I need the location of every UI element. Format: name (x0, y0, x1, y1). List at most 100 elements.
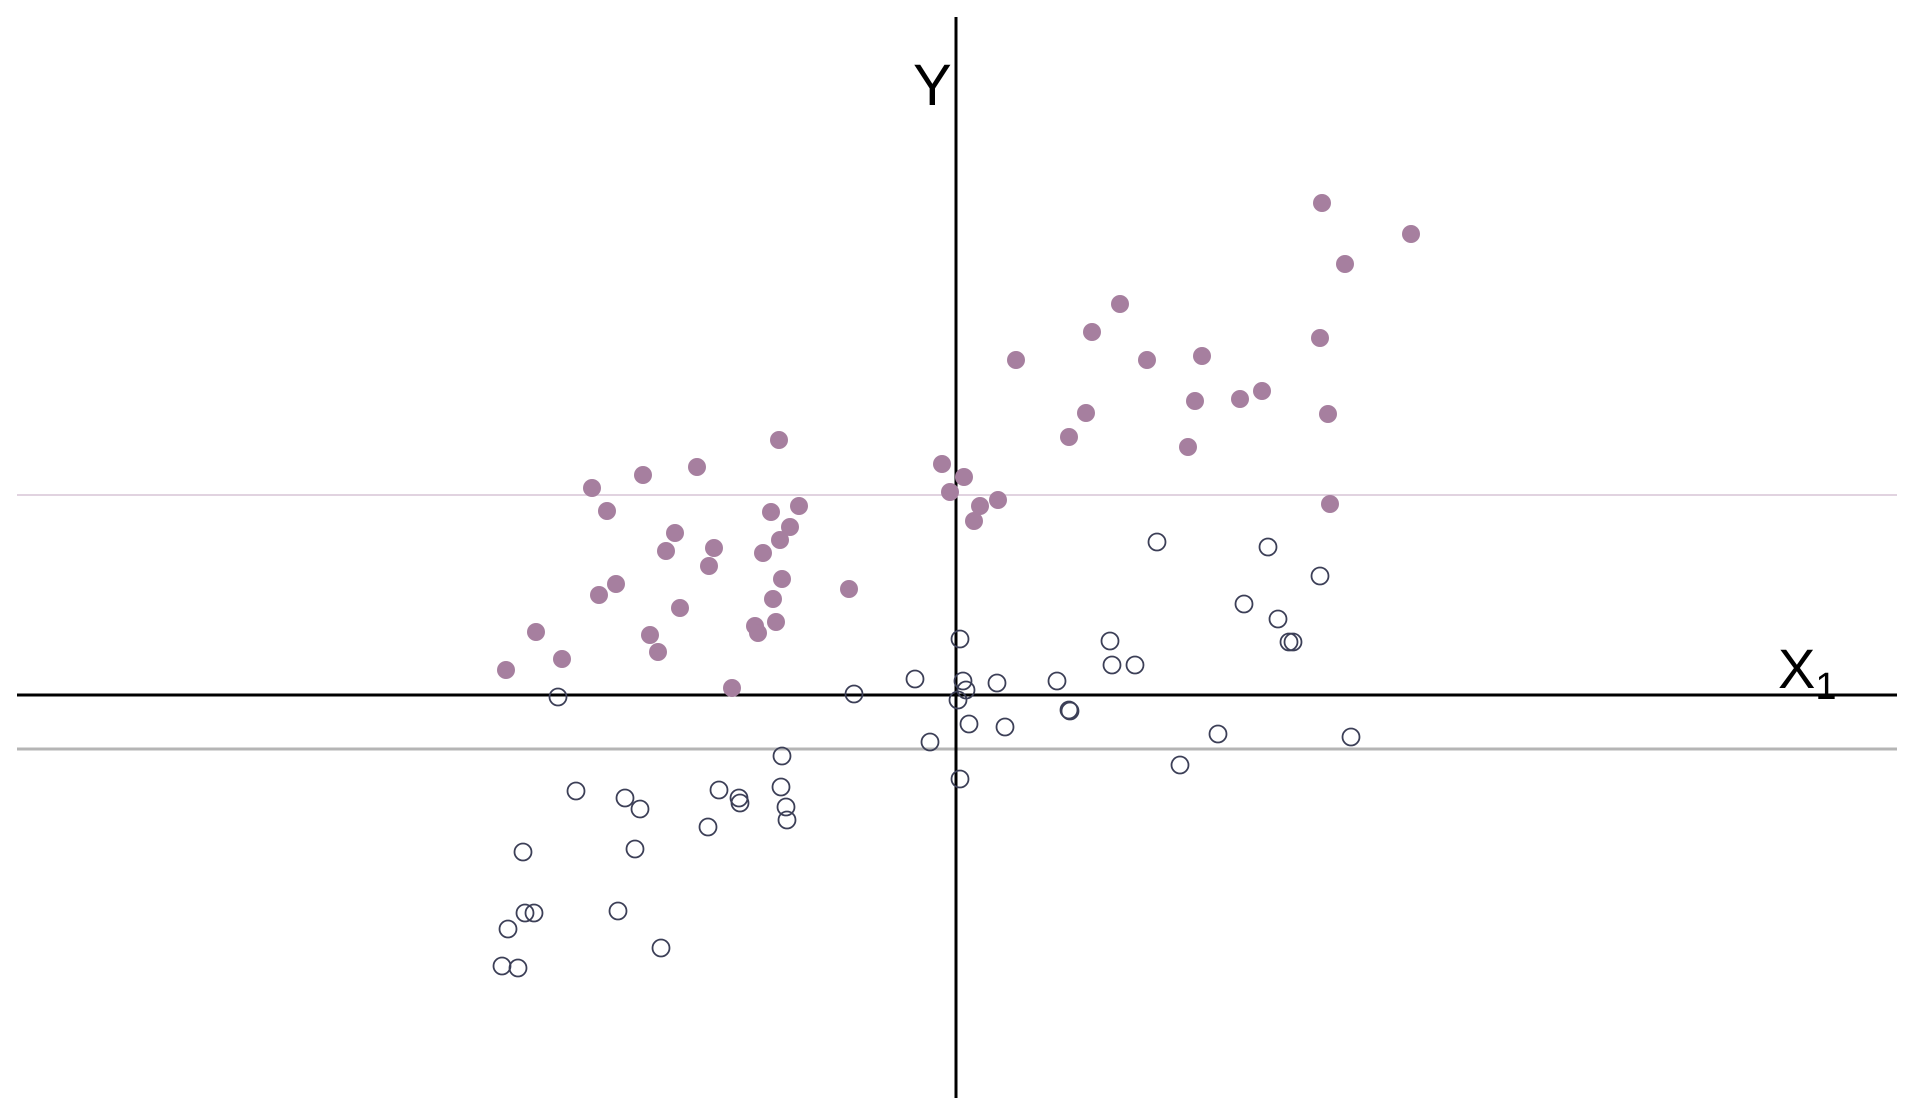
hollow-point (492, 956, 512, 976)
filled-point (971, 497, 989, 515)
hollow-point (1059, 700, 1079, 720)
filled-point (754, 544, 772, 562)
hollow-point (950, 769, 970, 789)
hollow-point (625, 839, 645, 859)
hollow-point (771, 777, 791, 797)
filled-point (781, 518, 799, 536)
filled-point (1077, 404, 1095, 422)
filled-point (497, 661, 515, 679)
hollow-point (630, 799, 650, 819)
x-axis-label: X1 (1778, 637, 1837, 708)
filled-point (688, 458, 706, 476)
x-axis-label-subscript: 1 (1815, 666, 1836, 708)
filled-point (762, 503, 780, 521)
y-axis-label: Y (913, 53, 952, 118)
hollow-point (1341, 727, 1361, 747)
filled-point (657, 542, 675, 560)
hollow-point (844, 684, 864, 704)
hollow-point (548, 687, 568, 707)
hollow-point (987, 673, 1007, 693)
filled-point (583, 479, 601, 497)
hollow-point (959, 714, 979, 734)
filled-point (527, 623, 545, 641)
filled-point (649, 643, 667, 661)
filled-point (1402, 225, 1420, 243)
filled-point (771, 531, 789, 549)
filled-point (840, 580, 858, 598)
filled-point (1336, 255, 1354, 273)
filled-point (671, 599, 689, 617)
hollow-point (498, 919, 518, 939)
filled-point (767, 613, 785, 631)
hollow-point (1100, 631, 1120, 651)
hollow-point (905, 669, 925, 689)
x-axis-label-main: X (1778, 637, 1815, 700)
filled-point (1311, 329, 1329, 347)
filled-point (764, 590, 782, 608)
hollow-point (730, 793, 750, 813)
filled-point (965, 512, 983, 530)
hollow-point (1125, 655, 1145, 675)
hollow-point (1060, 701, 1080, 721)
hollow-point (1102, 655, 1122, 675)
hollow-point (608, 901, 628, 921)
hollow-point (698, 817, 718, 837)
hollow-point (524, 903, 544, 923)
filled-point (590, 586, 608, 604)
filled-point (1179, 438, 1197, 456)
filled-point (723, 679, 741, 697)
filled-point (1193, 347, 1211, 365)
hollow-point (515, 903, 535, 923)
filled-point (749, 624, 767, 642)
filled-point (773, 570, 791, 588)
filled-point (790, 497, 808, 515)
filled-point (989, 491, 1007, 509)
filled-point (941, 483, 959, 501)
filled-point (1060, 428, 1078, 446)
filled-point (553, 650, 571, 668)
hollow-point (1258, 537, 1278, 557)
filled-point (933, 455, 951, 473)
hollow-point (950, 629, 970, 649)
filled-point (1007, 351, 1025, 369)
filled-point (607, 575, 625, 593)
filled-point (955, 468, 973, 486)
hollow-point (777, 810, 797, 830)
filled-point (1313, 194, 1331, 212)
filled-point (1083, 323, 1101, 341)
hollow-point (709, 780, 729, 800)
hollow-point (995, 717, 1015, 737)
filled-point (1231, 390, 1249, 408)
hollow-point (508, 958, 528, 978)
hollow-point (1310, 566, 1330, 586)
filled-point (1186, 392, 1204, 410)
hollow-point (776, 797, 796, 817)
hollow-point (956, 680, 976, 700)
hollow-point (1047, 671, 1067, 691)
hollow-point (651, 938, 671, 958)
hollow-point (1279, 632, 1299, 652)
filled-point (666, 524, 684, 542)
hollow-point (1268, 609, 1288, 629)
filled-point (641, 626, 659, 644)
data-points (492, 194, 1420, 978)
hollow-point (566, 781, 586, 801)
filled-point (1321, 495, 1339, 513)
hollow-point (772, 746, 792, 766)
hollow-point (920, 732, 940, 752)
hollow-point (1170, 755, 1190, 775)
hollow-point (1283, 632, 1303, 652)
filled-point (1138, 351, 1156, 369)
hollow-point (953, 671, 973, 691)
filled-point (598, 502, 616, 520)
filled-point (1111, 295, 1129, 313)
filled-point (705, 539, 723, 557)
hollow-point (1208, 724, 1228, 744)
hollow-point (1234, 594, 1254, 614)
hollow-point (513, 842, 533, 862)
hollow-point (1147, 532, 1167, 552)
filled-point (634, 466, 652, 484)
hollow-point (615, 788, 635, 808)
filled-point (1253, 382, 1271, 400)
